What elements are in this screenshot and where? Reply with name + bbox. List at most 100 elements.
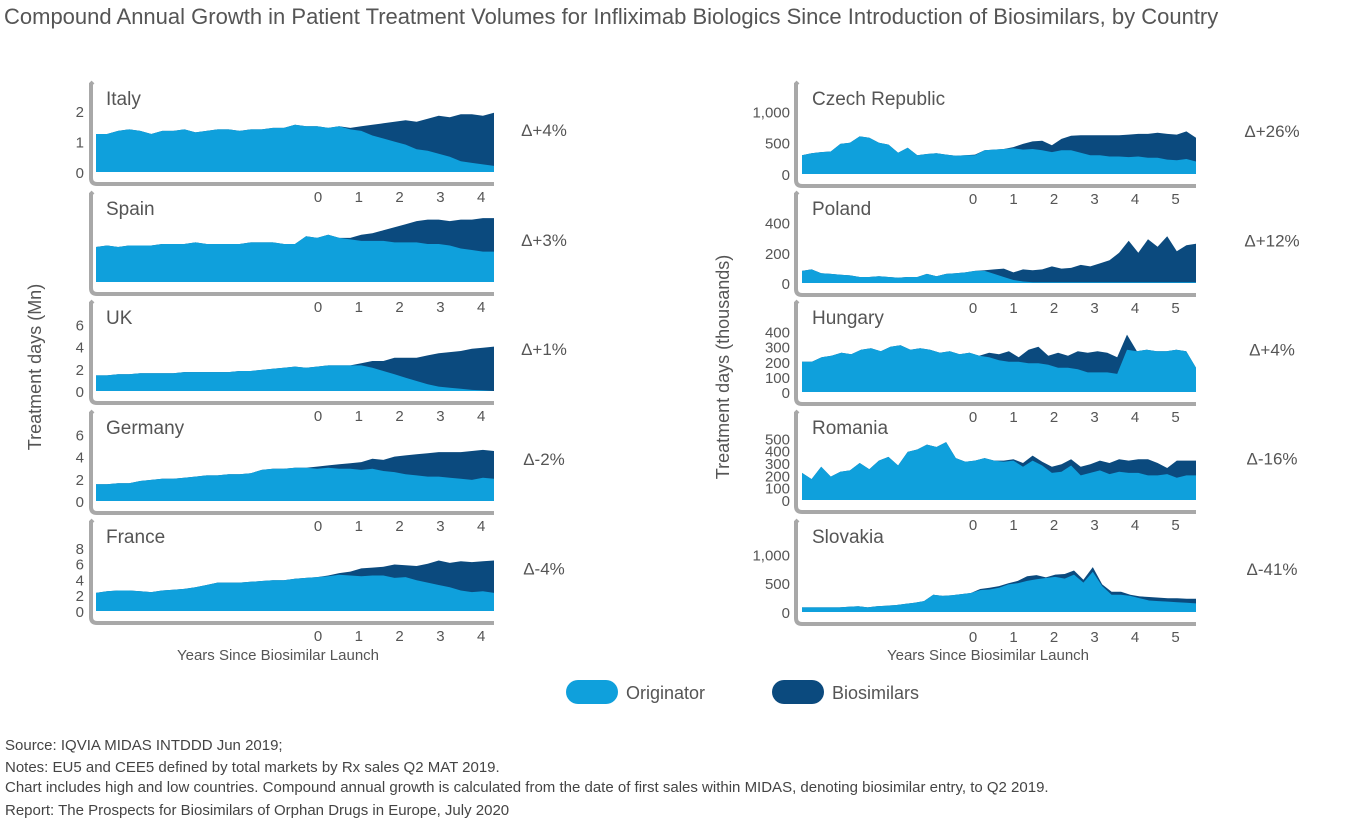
y-tick-label: 400	[765, 444, 790, 461]
growth-label: Δ+3%	[521, 231, 567, 250]
y-tick-label: 0	[782, 276, 790, 293]
originator-area-france	[96, 574, 494, 611]
y-tick-label: 2	[76, 588, 84, 605]
legend-label-biosimilars: Biosimilars	[832, 683, 919, 703]
x-tick-label: 4	[1131, 517, 1139, 534]
x-tick-label: 1	[1009, 300, 1017, 317]
y-tick-label: 100	[765, 370, 790, 387]
x-tick-label: 0	[314, 189, 322, 206]
panel-title: Czech Republic	[812, 89, 945, 110]
originator-area-uk	[96, 365, 494, 391]
y-tick-label: 4	[76, 450, 84, 467]
growth-label: Δ+26%	[1244, 122, 1299, 141]
y-tick-label: 1,000	[752, 104, 790, 121]
x-tick-label: 0	[969, 300, 977, 317]
biosimilars-area-poland	[802, 236, 1196, 283]
growth-label: Δ+4%	[1249, 341, 1295, 360]
panel-axis	[89, 409, 494, 515]
x-tick-label: 2	[1050, 629, 1058, 646]
x-tick-label: 4	[1131, 300, 1139, 317]
x-tick-label: 2	[395, 408, 403, 425]
panel-axis	[794, 409, 1196, 514]
y-tick-label: 1,000	[752, 547, 790, 564]
y-tick-label: 100	[765, 481, 790, 498]
x-tick-label: 3	[1090, 629, 1098, 646]
x-tick-label: 5	[1171, 629, 1179, 646]
y-tick-label: 2	[76, 362, 84, 379]
originator-area-poland	[802, 269, 1196, 283]
y-axis-title: Treatment days (Mn)	[25, 284, 45, 450]
y-tick-label: 6	[76, 317, 84, 334]
report-note: Report: The Prospects for Biosimilars of…	[5, 802, 510, 819]
x-tick-label: 3	[436, 518, 444, 535]
x-tick-label: 0	[314, 628, 322, 645]
y-tick-label: 300	[765, 340, 790, 357]
x-tick-label: 1	[1009, 629, 1017, 646]
panel-axis	[89, 299, 494, 405]
y-tick-label: 0	[782, 605, 790, 622]
x-tick-label: 2	[395, 189, 403, 206]
chart-title: Compound Annual Growth in Patient Treatm…	[4, 4, 1219, 29]
x-tick-label: 2	[395, 518, 403, 535]
x-tick-label: 4	[1131, 191, 1139, 208]
x-tick-label: 3	[436, 628, 444, 645]
x-tick-label: 1	[1009, 191, 1017, 208]
x-tick-label: 3	[1090, 517, 1098, 534]
x-tick-label: 1	[355, 628, 363, 645]
y-tick-label: 400	[765, 216, 790, 233]
x-tick-label: 4	[477, 408, 485, 425]
x-tick-label: 4	[1131, 409, 1139, 426]
y-tick-label: 4	[76, 572, 84, 589]
panel-title: Italy	[106, 89, 141, 110]
x-tick-label: 5	[1171, 300, 1179, 317]
x-tick-label: 0	[969, 191, 977, 208]
x-axis-title: Years Since Biosimilar Launch	[887, 647, 1089, 664]
growth-label: Δ-16%	[1246, 450, 1297, 469]
y-tick-label: 0	[76, 604, 84, 621]
y-tick-label: 0	[76, 384, 84, 401]
panel-title: Romania	[812, 418, 888, 439]
y-tick-label: 500	[765, 576, 790, 593]
x-tick-label: 2	[1050, 517, 1058, 534]
x-tick-label: 2	[395, 628, 403, 645]
legend-swatch-originator	[566, 680, 618, 704]
originator-area-italy	[96, 124, 494, 172]
x-tick-label: 1	[355, 189, 363, 206]
legend-swatch-biosimilars	[772, 680, 824, 704]
panel-title: Germany	[106, 418, 185, 439]
x-tick-label: 5	[1171, 191, 1179, 208]
x-tick-label: 4	[1131, 629, 1139, 646]
panel-axis	[794, 80, 1196, 188]
panel-title: Slovakia	[812, 527, 884, 548]
x-tick-label: 0	[969, 629, 977, 646]
y-tick-label: 8	[76, 541, 84, 558]
y-tick-label: 500	[765, 431, 790, 448]
x-tick-label: 0	[314, 408, 322, 425]
y-tick-label: 6	[76, 427, 84, 444]
x-tick-label: 3	[1090, 409, 1098, 426]
originator-area-czech-republic	[802, 136, 1196, 174]
x-tick-label: 2	[1050, 300, 1058, 317]
x-tick-label: 3	[1090, 300, 1098, 317]
y-tick-label: 200	[765, 355, 790, 372]
originator-area-hungary	[802, 345, 1196, 392]
y-tick-label: 200	[765, 246, 790, 263]
y-tick-label: 1	[76, 135, 84, 152]
x-tick-label: 4	[477, 299, 485, 316]
y-tick-label: 500	[765, 136, 790, 153]
y-tick-label: 0	[782, 385, 790, 402]
x-tick-label: 0	[969, 517, 977, 534]
x-tick-label: 2	[1050, 409, 1058, 426]
panel-title: UK	[106, 308, 133, 329]
x-tick-label: 1	[355, 299, 363, 316]
x-tick-label: 4	[477, 518, 485, 535]
y-tick-label: 0	[76, 165, 84, 182]
x-tick-label: 3	[1090, 191, 1098, 208]
x-tick-label: 2	[395, 299, 403, 316]
x-tick-label: 2	[1050, 191, 1058, 208]
panel-title: France	[106, 527, 165, 548]
y-tick-label: 400	[765, 325, 790, 342]
y-tick-label: 0	[76, 494, 84, 511]
panel-axis	[794, 299, 1196, 406]
panel-axis	[89, 80, 494, 186]
